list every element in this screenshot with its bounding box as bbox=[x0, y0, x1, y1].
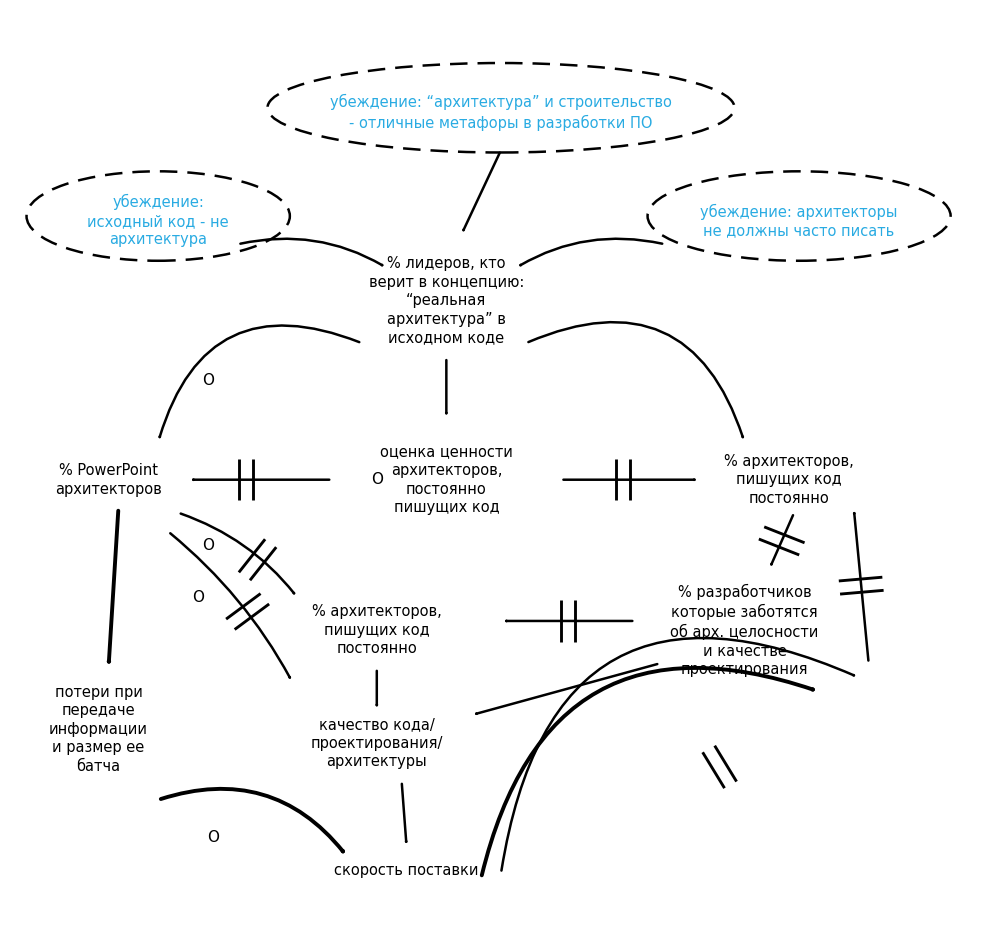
Text: качество кода/
проектирования/
архитектуры: качество кода/ проектирования/ архитекту… bbox=[311, 717, 443, 770]
Text: % PowerPoint
архитекторов: % PowerPoint архитекторов bbox=[55, 463, 162, 497]
Text: О: О bbox=[192, 590, 204, 605]
Text: % архитекторов,
пишущих код
постоянно: % архитекторов, пишущих код постоянно bbox=[312, 604, 442, 656]
Text: потери при
передаче
информации
и размер ее
батча: потери при передаче информации и размер … bbox=[49, 685, 148, 774]
Text: О: О bbox=[201, 538, 213, 553]
Text: убеждение:
исходный код - не
архитектура: убеждение: исходный код - не архитектура bbox=[87, 194, 229, 247]
Text: О: О bbox=[371, 472, 383, 487]
Text: О: О bbox=[201, 373, 213, 389]
Text: % разработчиков
которые заботятся
об арх. целосности
и качестве
проектирования: % разработчиков которые заботятся об арх… bbox=[670, 583, 819, 677]
Text: убеждение: архитекторы
не должны часто писать: убеждение: архитекторы не должны часто п… bbox=[700, 203, 898, 238]
Text: % архитекторов,
пишущих код
постоянно: % архитекторов, пишущих код постоянно bbox=[724, 453, 854, 505]
Text: оценка ценности
архитекторов,
постоянно
пишущих код: оценка ценности архитекторов, постоянно … bbox=[380, 445, 513, 515]
Text: О: О bbox=[206, 830, 218, 846]
Text: скорость поставки: скорость поставки bbox=[335, 863, 479, 878]
Text: % лидеров, кто
верит в концепцию:
“реальная
архитектура” в
исходном коде: % лидеров, кто верит в концепцию: “реаль… bbox=[369, 256, 524, 346]
Text: убеждение: “архитектура” и строительство
- отличные метафоры в разработки ПО: убеждение: “архитектура” и строительство… bbox=[330, 94, 672, 130]
